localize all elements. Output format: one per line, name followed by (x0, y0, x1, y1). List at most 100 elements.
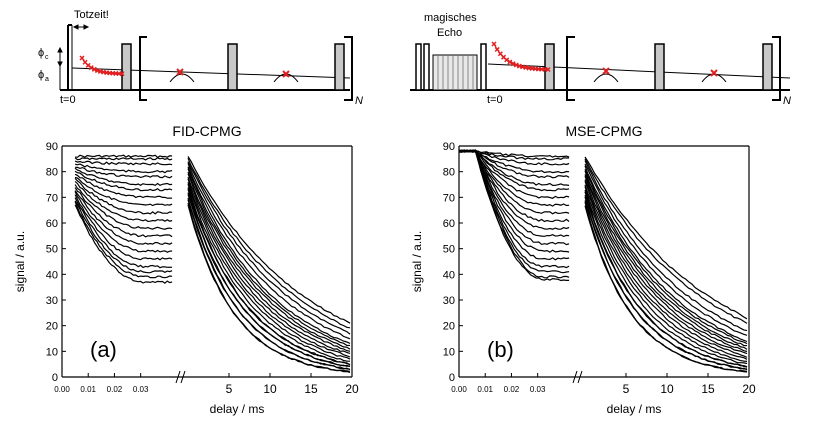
cpmg-series-line (584, 168, 748, 345)
x-tick-label-long: 20 (345, 382, 359, 396)
fid-series-line (74, 160, 173, 166)
x-tick-label-long: 20 (742, 382, 756, 396)
cpmg-series-line (187, 204, 351, 373)
chart-panel-b: MSE-CPMG 0 10 20 30 40 50 60 70 80 90 signal / a.u.… (410, 123, 756, 416)
y-tick-label: 70 (443, 192, 455, 204)
phi-c-sub: c (45, 54, 49, 61)
fid-series-line (75, 154, 173, 159)
x-tick-label-short: 0.03 (530, 385, 546, 394)
x-axis-label: delay / ms (210, 402, 265, 416)
cpmg-series-line (584, 181, 748, 358)
mse-pulse-c (480, 43, 487, 91)
refocus-pulse-3 (762, 43, 773, 91)
cpmg-series-line (584, 175, 748, 353)
decay-marker (513, 62, 519, 68)
echo-marker (710, 69, 718, 77)
repeat-label-right: N (783, 95, 791, 107)
fid-series-line (74, 201, 173, 279)
x-tick-label-short: 0.00 (54, 385, 70, 394)
cpmg-series-line (187, 156, 351, 324)
fid-series-line (458, 150, 570, 282)
y-tick-label: 30 (443, 295, 455, 307)
dead-time-label: Totzeit! (74, 9, 109, 21)
cpmg-series-line (584, 174, 748, 350)
repeat-label-left: N (355, 95, 363, 107)
cpmg-series-line (584, 160, 748, 332)
fid-series-line (74, 167, 173, 186)
y-tick-label: 60 (443, 218, 455, 230)
y-tick-label: 10 (443, 346, 455, 358)
cpmg-series-line (584, 200, 748, 371)
y-tick-label: 60 (46, 218, 58, 230)
refocus-pulse-2 (654, 43, 665, 91)
fid-series-line (74, 177, 173, 215)
fid-series-line (74, 157, 173, 161)
x-tick-label-long: 5 (226, 382, 233, 396)
y-tick-label: 50 (46, 244, 58, 256)
refocus-pulse-1 (544, 43, 555, 91)
fid-series-line (74, 190, 173, 246)
fid-series-line (74, 187, 173, 238)
cpmg-series-line (584, 158, 748, 324)
mse-label-line1: magisches (424, 12, 477, 24)
phi-c-label: ϕ (38, 47, 44, 59)
t0-label-left: t=0 (60, 94, 76, 106)
phase-arrow-mid (57, 61, 63, 68)
bracket-right (344, 36, 353, 101)
x-tick-label-short: 0.02 (107, 385, 123, 394)
cpmg-series-line (187, 178, 351, 358)
x-tick-label-short: 0.00 (451, 385, 467, 394)
y-axis-label: signal / a.u. (13, 231, 27, 292)
fid-series-line (74, 200, 173, 274)
fid-series-line (74, 180, 173, 223)
echo-marker (176, 68, 184, 76)
mse-block-stripes (437, 56, 474, 89)
echo-marker (282, 70, 290, 78)
bracket-left (139, 36, 147, 101)
y-axis-label: signal / a.u. (410, 231, 424, 292)
pulse-diagram-right (410, 36, 791, 101)
fid-series-line (74, 163, 173, 174)
signal-line (487, 63, 791, 79)
echo-marker (602, 67, 610, 75)
y-tick-label: 80 (443, 167, 455, 179)
fid-series-line (74, 194, 173, 261)
fid-series-line (74, 170, 173, 192)
cpmg-series-line (187, 173, 351, 352)
x-tick-label-long: 5 (623, 382, 630, 396)
cpmg-series-line (187, 183, 351, 362)
cpmg-series-line (187, 163, 351, 340)
decay-marker (545, 66, 551, 73)
cpmg-series-line (187, 168, 351, 347)
y-tick-label: 70 (46, 192, 58, 204)
x-tick-label-long: 10 (263, 382, 277, 396)
cpmg-series-line (584, 165, 748, 343)
mse-label-line2: Echo (437, 27, 462, 39)
y-tick-label: 50 (443, 244, 455, 256)
fid-series-line (74, 176, 173, 207)
x-tick-label-short: 0.01 (80, 385, 96, 394)
chart-panel-a: FID-CPMG 0 10 20 30 40 50 60 70 80 90 signal / a.u.… (13, 123, 359, 416)
cpmg-series-line (187, 194, 351, 367)
pulse-diagram-left (57, 24, 353, 101)
bracket-left (566, 36, 575, 101)
cpmg-series-line (584, 179, 748, 355)
mse-pulse-b (423, 43, 430, 91)
cpmg-series-line (187, 171, 351, 350)
fid-series-line (458, 149, 570, 230)
cpmg-series-line (187, 157, 351, 329)
y-tick-label: 0 (449, 372, 455, 384)
cpmg-series-line (584, 184, 748, 360)
cpmg-series-line (584, 195, 748, 368)
y-tick-label: 90 (46, 141, 58, 153)
phase-arrow-top (57, 46, 63, 53)
fid-series-line (74, 204, 173, 284)
x-tick-label-long: 10 (660, 382, 674, 396)
y-tick-label: 40 (443, 269, 455, 281)
fid-series-line (75, 166, 173, 179)
echo-1 (593, 73, 619, 83)
fid-series-line (458, 149, 570, 187)
axis-break (572, 370, 583, 384)
cpmg-series-line (187, 199, 351, 370)
